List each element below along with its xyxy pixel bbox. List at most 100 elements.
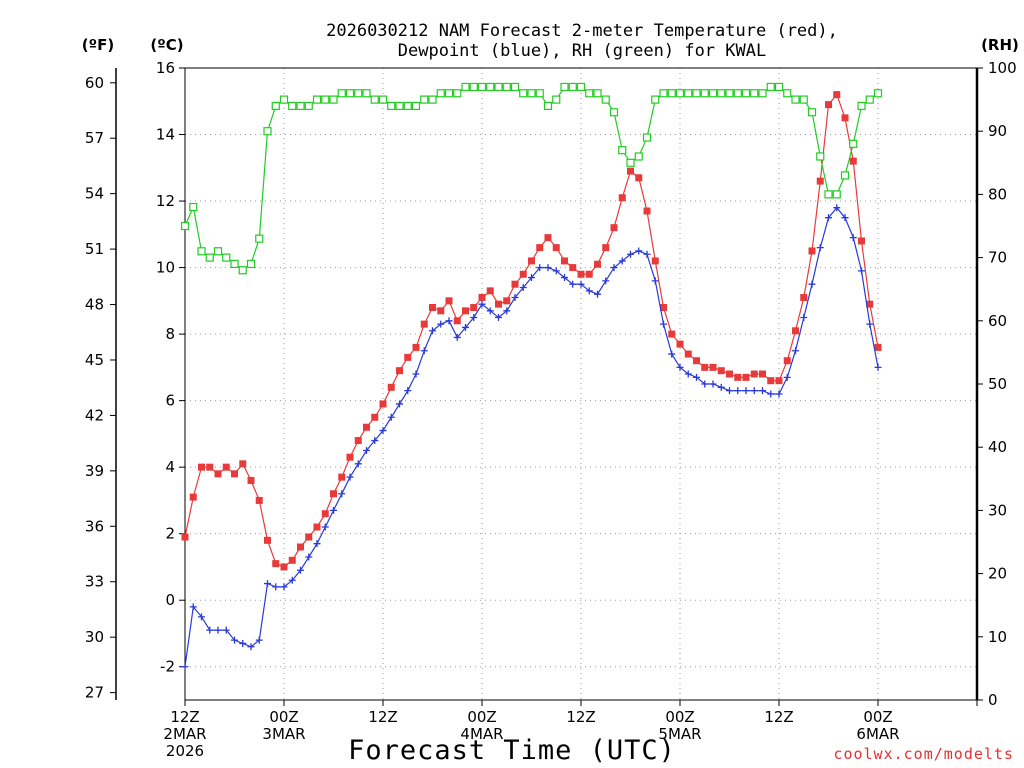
rh-point (420, 95, 429, 104)
dewpoint-point (660, 320, 667, 328)
dewpoint-point (280, 583, 288, 591)
dewpoint-point (321, 523, 329, 531)
rh-tick-label: 50 (988, 375, 1007, 393)
rh-point (263, 127, 272, 136)
temperature-point (816, 177, 824, 185)
dewpoint-point (239, 639, 247, 647)
dewpoint-point (429, 327, 436, 335)
dewpoint-point (495, 313, 502, 321)
series-dewpoint (181, 204, 882, 671)
dewpoint-point (297, 566, 304, 574)
rh-tick-label: 40 (988, 438, 1007, 456)
celsius-tick-label: 16 (156, 59, 175, 77)
rh-point (370, 95, 379, 104)
temperature-point (462, 307, 469, 315)
rh-tick-label: 10 (988, 628, 1007, 646)
dewpoint-point (594, 290, 601, 298)
celsius-tick-label: 0 (165, 591, 175, 609)
rh-point (197, 247, 206, 256)
dewpoint-point (214, 626, 222, 634)
rh-point (519, 89, 528, 98)
dewpoint-point (313, 540, 321, 548)
temperature-point (701, 363, 709, 371)
temperature-point (833, 91, 841, 99)
temperature-point (651, 257, 659, 265)
rh-point (288, 101, 297, 111)
rh-point (246, 259, 256, 269)
rh-point (436, 89, 445, 98)
temperature-point (387, 383, 395, 391)
temperature-point (297, 543, 304, 551)
temperature-point (693, 357, 700, 365)
temperature-point (536, 244, 544, 252)
fahrenheit-tick-label: 27 (85, 684, 104, 702)
rh-point (618, 146, 627, 155)
rh-point (238, 266, 247, 275)
rh-point (700, 89, 709, 98)
temperature-point (503, 297, 511, 305)
temperature-point (338, 473, 346, 481)
temperature-point (734, 373, 742, 381)
data-series (180, 82, 883, 671)
dewpoint-point (767, 390, 775, 398)
fahrenheit-tick-label: 42 (85, 406, 104, 424)
dewpoint-point (800, 313, 808, 321)
temperature-point (255, 496, 263, 504)
rh-point (675, 89, 685, 98)
dewpoint-point (206, 626, 214, 634)
dewpoint-point (189, 603, 197, 611)
temperature-point (866, 300, 874, 308)
dewpoint-point (470, 313, 478, 321)
rh-point (593, 89, 602, 98)
dewpoint-point (437, 320, 445, 328)
temperature-point (643, 207, 651, 215)
temperature-point (874, 343, 882, 351)
fahrenheit-tick-label: 51 (85, 240, 104, 258)
grid (185, 67, 977, 700)
rh-point (213, 247, 223, 256)
temperature-point (363, 423, 370, 431)
temperature-point (412, 343, 420, 351)
dewpoint-point (833, 204, 841, 212)
temperature-point (841, 114, 849, 122)
temperature-point (181, 533, 189, 541)
fahrenheit-tick-label: 39 (85, 462, 104, 480)
temperature-point (602, 244, 610, 252)
rh-point (857, 101, 866, 111)
dewpoint-point (561, 274, 568, 282)
x-tick-label: 00Z (467, 708, 496, 726)
rh-tick-label: 80 (988, 185, 1007, 203)
dewpoint-point (412, 370, 420, 378)
dewpoint-point (354, 460, 362, 468)
dewpoint-point (536, 264, 544, 272)
temperature-point (750, 370, 758, 378)
dewpoint-point (222, 626, 230, 634)
rh-point (651, 95, 660, 104)
dewpoint-point (231, 636, 238, 644)
temperature-point (346, 453, 354, 461)
x-tick-label: 00Z (269, 708, 298, 726)
temperature-point (371, 413, 379, 421)
temperature-point (569, 264, 577, 272)
dewpoint-point (519, 284, 527, 292)
rh-point (774, 82, 784, 92)
rh-point (585, 89, 594, 98)
dewpoint-point (734, 387, 742, 395)
temperature-point (825, 101, 832, 109)
celsius-tick-label: 4 (165, 458, 175, 476)
rh-point (510, 82, 520, 92)
rh-point (222, 253, 231, 262)
x-tick-label: 2026 (166, 742, 204, 760)
temperature-point (775, 377, 783, 385)
x-tick-label: 2MAR (163, 725, 206, 743)
dewpoint-point (841, 214, 849, 222)
dewpoint-point (750, 387, 758, 395)
fahrenheit-tick-label: 48 (85, 296, 104, 314)
temperature-point (404, 353, 412, 361)
x-tick-label: 12Z (566, 708, 595, 726)
rh-point (758, 89, 767, 98)
dewpoint-point (783, 373, 791, 381)
rh-point (411, 101, 421, 111)
dewpoint-point (503, 307, 511, 315)
